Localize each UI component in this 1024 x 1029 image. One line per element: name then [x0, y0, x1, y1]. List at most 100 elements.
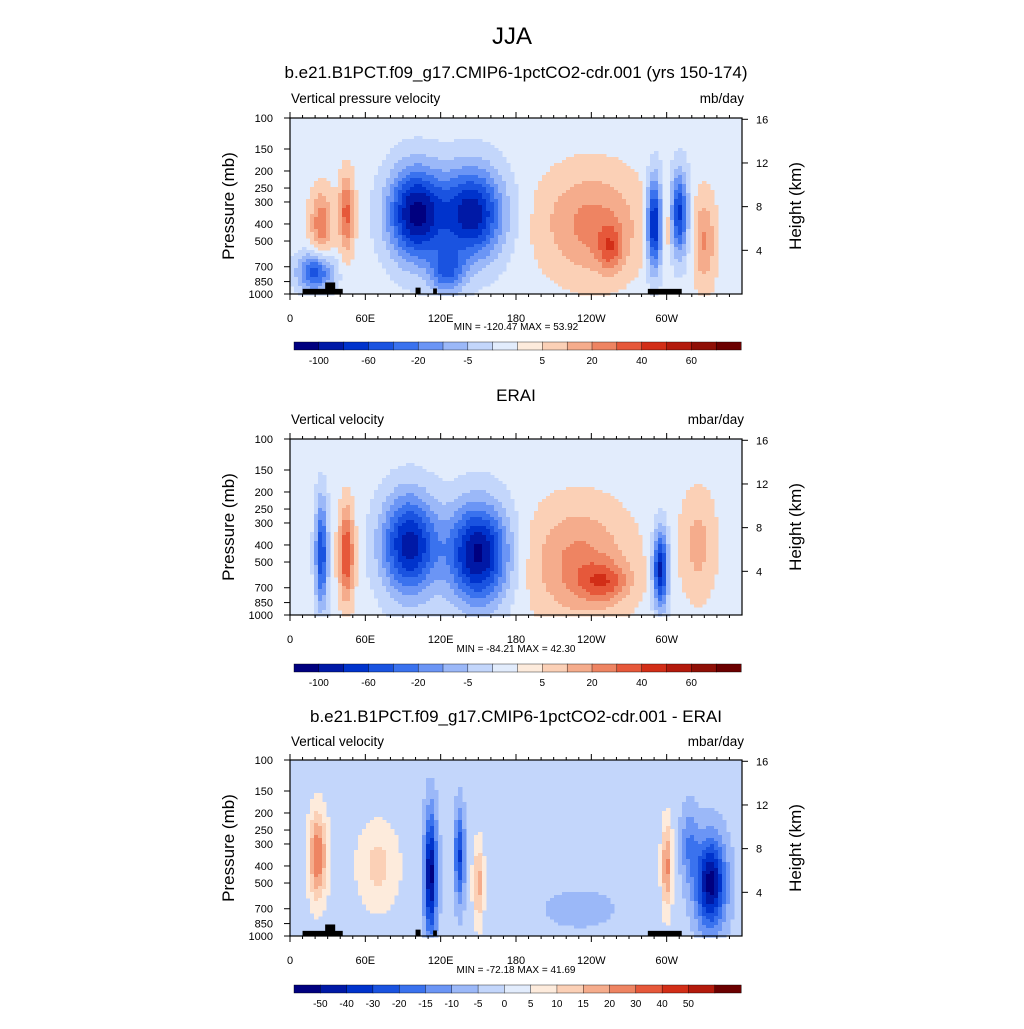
figure-title: JJA [492, 23, 532, 50]
topography-mask [433, 930, 437, 936]
colorbar-swatch [418, 664, 443, 672]
colorbar-swatch [610, 985, 637, 993]
colorbar-swatch [691, 342, 716, 350]
y-tick-label: 200 [255, 166, 273, 178]
colorbar-swatch [531, 985, 558, 993]
colorbar-swatch [399, 985, 426, 993]
y-tick-label: 1000 [249, 289, 273, 301]
y-tick-label: 150 [255, 144, 273, 156]
y-tick-label: 850 [255, 919, 273, 931]
colorbar-label: -60 [361, 678, 376, 689]
x-tick-label: 120W [577, 313, 606, 325]
colorbar-label: -20 [392, 999, 407, 1010]
colorbar-swatch [716, 342, 741, 350]
x-tick-label: 60W [655, 955, 678, 967]
min-max-stats: MIN = -84.21 MAX = 42.30 [457, 644, 576, 655]
colorbar-swatch [369, 664, 394, 672]
colorbar-swatch [542, 342, 567, 350]
units-label: mbar/day [688, 734, 745, 749]
y-tick-label: 200 [255, 487, 273, 499]
y-tick-label: 300 [255, 518, 273, 530]
y-tick-label: 400 [255, 540, 273, 552]
topography-mask [325, 282, 335, 294]
x-tick-label: 120E [428, 955, 454, 967]
height-tick-label: 4 [756, 566, 762, 578]
panel-1: b.e21.B1PCT.f09_g17.CMIP6-1pctCO2-cdr.00… [219, 63, 805, 367]
x-tick-label: 120E [428, 313, 454, 325]
units-label: mb/day [700, 91, 745, 106]
height-tick-label: 12 [756, 158, 768, 170]
colorbar-swatch [667, 342, 692, 350]
colorbar-swatch [452, 985, 479, 993]
colorbar-label: 5 [528, 999, 534, 1010]
colorbar-swatch [662, 985, 689, 993]
y-tick-label: 250 [255, 504, 273, 516]
x-tick-label: 0 [287, 634, 293, 646]
colorbar-label: -5 [474, 999, 483, 1010]
y-tick-label: 400 [255, 219, 273, 231]
colorbar-swatch [393, 664, 418, 672]
y-tick-label: 850 [255, 277, 273, 289]
colorbar-swatch [617, 664, 642, 672]
y-tick-label: 300 [255, 839, 273, 851]
panel-3: b.e21.B1PCT.f09_g17.CMIP6-1pctCO2-cdr.00… [219, 707, 805, 1010]
height-tick-label: 16 [756, 756, 768, 768]
x-tick-label: 120E [428, 634, 454, 646]
colorbar-label: -15 [418, 999, 433, 1010]
y-tick-label: 1000 [249, 610, 273, 622]
colorbar-swatch [567, 664, 592, 672]
topography-mask [416, 288, 421, 294]
y-tick-label: 100 [255, 755, 273, 767]
x-tick-label: 60E [356, 634, 376, 646]
height-tick-label: 16 [756, 435, 768, 447]
units-label: mbar/day [688, 412, 745, 427]
colorbar-swatch [320, 985, 347, 993]
height-axis-label: Height (km) [786, 804, 805, 892]
height-axis-label: Height (km) [786, 483, 805, 571]
colorbar-swatch [425, 985, 452, 993]
y-tick-label: 150 [255, 465, 273, 477]
colorbar-swatch [294, 342, 319, 350]
x-tick-label: 60W [655, 313, 678, 325]
x-tick-label: 0 [287, 313, 293, 325]
y-tick-label: 500 [255, 236, 273, 248]
colorbar-label: 10 [551, 999, 563, 1010]
colorbar-swatch [716, 664, 741, 672]
colorbar-swatch [294, 985, 321, 993]
colorbar-swatch [715, 985, 742, 993]
height-tick-label: 4 [756, 887, 762, 899]
y-tick-label: 200 [255, 808, 273, 820]
colorbar-label: 60 [686, 678, 698, 689]
colorbar-swatch [418, 342, 443, 350]
y-tick-label: 400 [255, 861, 273, 873]
colorbar-swatch [583, 985, 610, 993]
colorbar-swatch [557, 985, 584, 993]
colorbar-label: -5 [463, 356, 472, 367]
colorbar-swatch [542, 664, 567, 672]
topography-mask [303, 289, 343, 294]
colorbar-label: -40 [339, 999, 354, 1010]
colorbar-swatch [667, 664, 692, 672]
height-axis-label: Height (km) [786, 162, 805, 250]
colorbar-label: 40 [636, 356, 648, 367]
contour-field [290, 760, 742, 938]
colorbar-swatch [344, 342, 369, 350]
colorbar-swatch [393, 342, 418, 350]
colorbar-swatch [592, 342, 617, 350]
y-tick-label: 1000 [249, 931, 273, 943]
contour-field [290, 439, 742, 617]
colorbar-label: -10 [445, 999, 460, 1010]
min-max-stats: MIN = -72.18 MAX = 41.69 [457, 965, 576, 976]
colorbar-swatch [373, 985, 400, 993]
topography-mask [648, 289, 682, 294]
x-tick-label: 60W [655, 634, 678, 646]
x-tick-label: 0 [287, 955, 293, 967]
colorbar-label: -60 [361, 356, 376, 367]
colorbar-swatch [493, 664, 518, 672]
colorbar-swatch [319, 342, 344, 350]
topography-mask [416, 930, 421, 936]
y-tick-label: 850 [255, 598, 273, 610]
